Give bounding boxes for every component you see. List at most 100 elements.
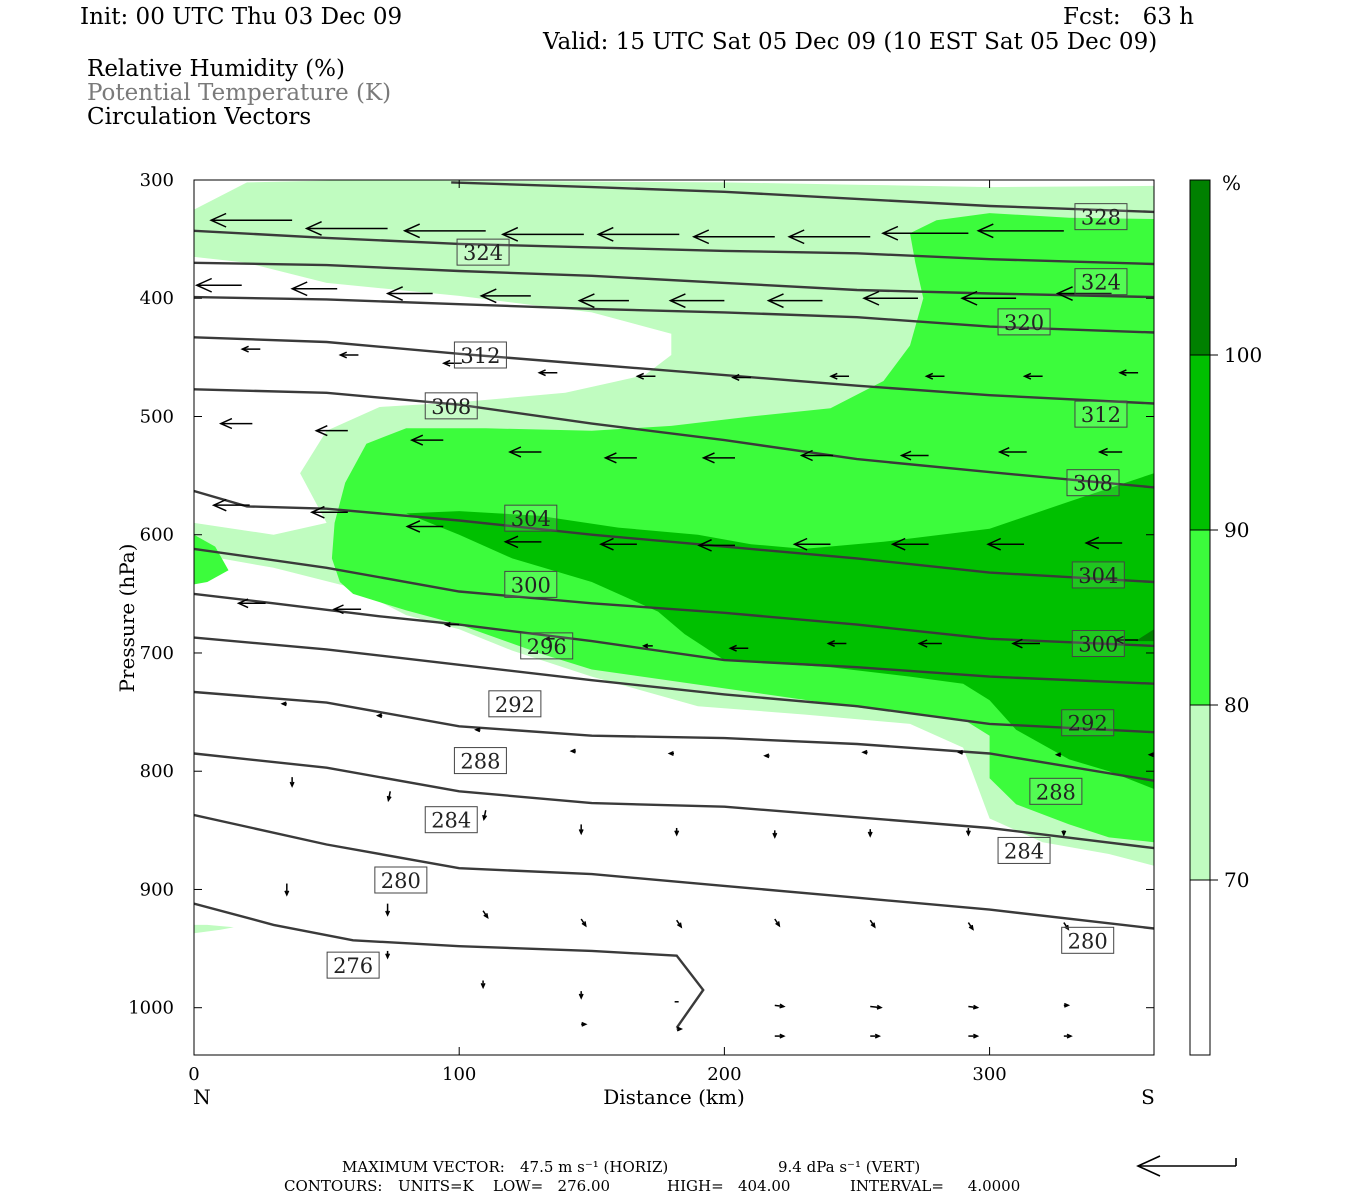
circulation-vector xyxy=(1084,536,1123,550)
theta-contour-328 xyxy=(451,181,1154,214)
vector-head xyxy=(236,598,249,609)
contour-label: 296 xyxy=(520,632,574,660)
vector-head xyxy=(385,286,404,301)
vector-head xyxy=(668,293,686,309)
contour-label-text: 300 xyxy=(511,573,551,597)
circulation-vector xyxy=(386,791,392,803)
circulation-vector xyxy=(385,950,391,960)
contour-label: 300 xyxy=(1071,630,1125,658)
contour-label: 292 xyxy=(488,690,542,718)
init-time: Init: 00 UTC Thu 03 Dec 09 xyxy=(80,4,403,30)
contour-label: 308 xyxy=(424,392,478,420)
circulation-vector xyxy=(674,827,680,837)
circulation-vector xyxy=(480,980,486,990)
theta-contour-280 xyxy=(194,813,1154,930)
theta-contour-288 xyxy=(194,690,1154,782)
colorbar-segment xyxy=(1189,354,1211,531)
vector-head xyxy=(402,223,421,239)
circulation-vector xyxy=(104,216,194,230)
circulation-vector xyxy=(731,373,751,381)
circulation-vector xyxy=(697,539,735,552)
circulation-vector xyxy=(668,293,725,309)
contour-label-box xyxy=(326,951,380,979)
contour-label: 312 xyxy=(1074,400,1128,428)
theta-contour-276 xyxy=(194,902,705,1029)
circulation-vector xyxy=(1061,830,1067,837)
vector-head xyxy=(304,221,322,236)
circulation-vector xyxy=(1118,369,1139,377)
circulation-vector xyxy=(676,1026,684,1032)
circulation-vector xyxy=(829,372,850,380)
circulation-vector xyxy=(482,910,489,920)
vector-head xyxy=(829,372,838,380)
contour-label: 320 xyxy=(997,308,1051,336)
vector-head xyxy=(569,748,576,754)
circulation-vector xyxy=(1063,1033,1073,1039)
vector-head xyxy=(986,537,1002,551)
contour-label-text: 324 xyxy=(463,241,503,265)
max-vector-label: MAXIMUM VECTOR: xyxy=(342,1158,505,1176)
circulation-vector xyxy=(867,829,873,838)
contour-label-box xyxy=(1074,203,1128,231)
circulation-vector xyxy=(581,1021,588,1027)
circulation-vector xyxy=(580,918,587,928)
axes: 300 400 500 600 700 800 900 1000 0 100 200 300 N S Dis… xyxy=(115,170,1155,1109)
circulation-vector xyxy=(917,639,942,648)
circulation-vector xyxy=(441,359,462,367)
theta-contour-292 xyxy=(194,636,1154,734)
contour-label: 276 xyxy=(326,951,380,979)
vector-head xyxy=(581,921,587,928)
theta-contours xyxy=(194,181,1154,1029)
vector-head xyxy=(972,1004,980,1010)
reference-vector-arrow xyxy=(1136,1155,1237,1177)
field-vector-label: Circulation Vectors xyxy=(87,104,312,130)
vector-head xyxy=(960,290,978,306)
field-rh-label: Relative Humidity (%) xyxy=(87,56,345,82)
contour-label: 284 xyxy=(997,836,1051,864)
theta-contour-324 xyxy=(194,229,1154,266)
circulation-vector xyxy=(385,286,433,301)
rh-shading xyxy=(194,180,1154,934)
circulation-vector xyxy=(211,498,250,512)
contour-label-box xyxy=(997,308,1051,336)
vector-head xyxy=(474,727,481,733)
vector-head xyxy=(578,993,584,1000)
contour-label-box xyxy=(374,866,428,894)
contour-label-text: 292 xyxy=(1068,712,1108,736)
circulation-vector xyxy=(728,644,749,652)
vector-head xyxy=(1063,1002,1071,1008)
circulation-vector xyxy=(474,727,481,733)
circulation-vector xyxy=(924,372,945,380)
circulation-vector xyxy=(1055,286,1112,301)
vector-head xyxy=(965,830,971,837)
field-theta-label: Potential Temperature (K) xyxy=(87,80,392,106)
vector-head xyxy=(409,434,424,446)
circulation-vector xyxy=(799,449,834,462)
contour-label-text: 312 xyxy=(460,344,500,368)
vector-head xyxy=(1061,830,1067,837)
circulation-vector xyxy=(890,537,929,551)
circulation-vector xyxy=(968,1033,980,1039)
vector-head xyxy=(826,640,836,647)
circulation-vector xyxy=(787,229,871,245)
circulation-vector xyxy=(500,226,584,242)
rh-region-80 xyxy=(194,534,229,585)
circulation-vector xyxy=(578,824,584,836)
vector-head xyxy=(1054,752,1062,758)
contour-labels: 328 324 324 320 312 312 308 308 304 304 300 300 296 2… xyxy=(326,203,1128,979)
circulation-vector xyxy=(774,1003,786,1009)
vector-head xyxy=(443,621,451,628)
contour-label-box xyxy=(1061,926,1115,954)
contour-label-box xyxy=(1074,400,1128,428)
circulation-vector xyxy=(289,777,295,788)
vector-head xyxy=(763,753,770,759)
circulation-vector xyxy=(701,452,735,464)
contours-high: HIGH= 404.00 xyxy=(667,1177,791,1195)
vector-head xyxy=(577,293,595,309)
contour-label: 288 xyxy=(1029,777,1083,805)
contour-label-box xyxy=(520,632,574,660)
contours-interval: INTERVAL= 4.0000 xyxy=(850,1177,1021,1195)
theta-contour-284 xyxy=(194,752,1154,850)
vector-head xyxy=(870,922,876,929)
